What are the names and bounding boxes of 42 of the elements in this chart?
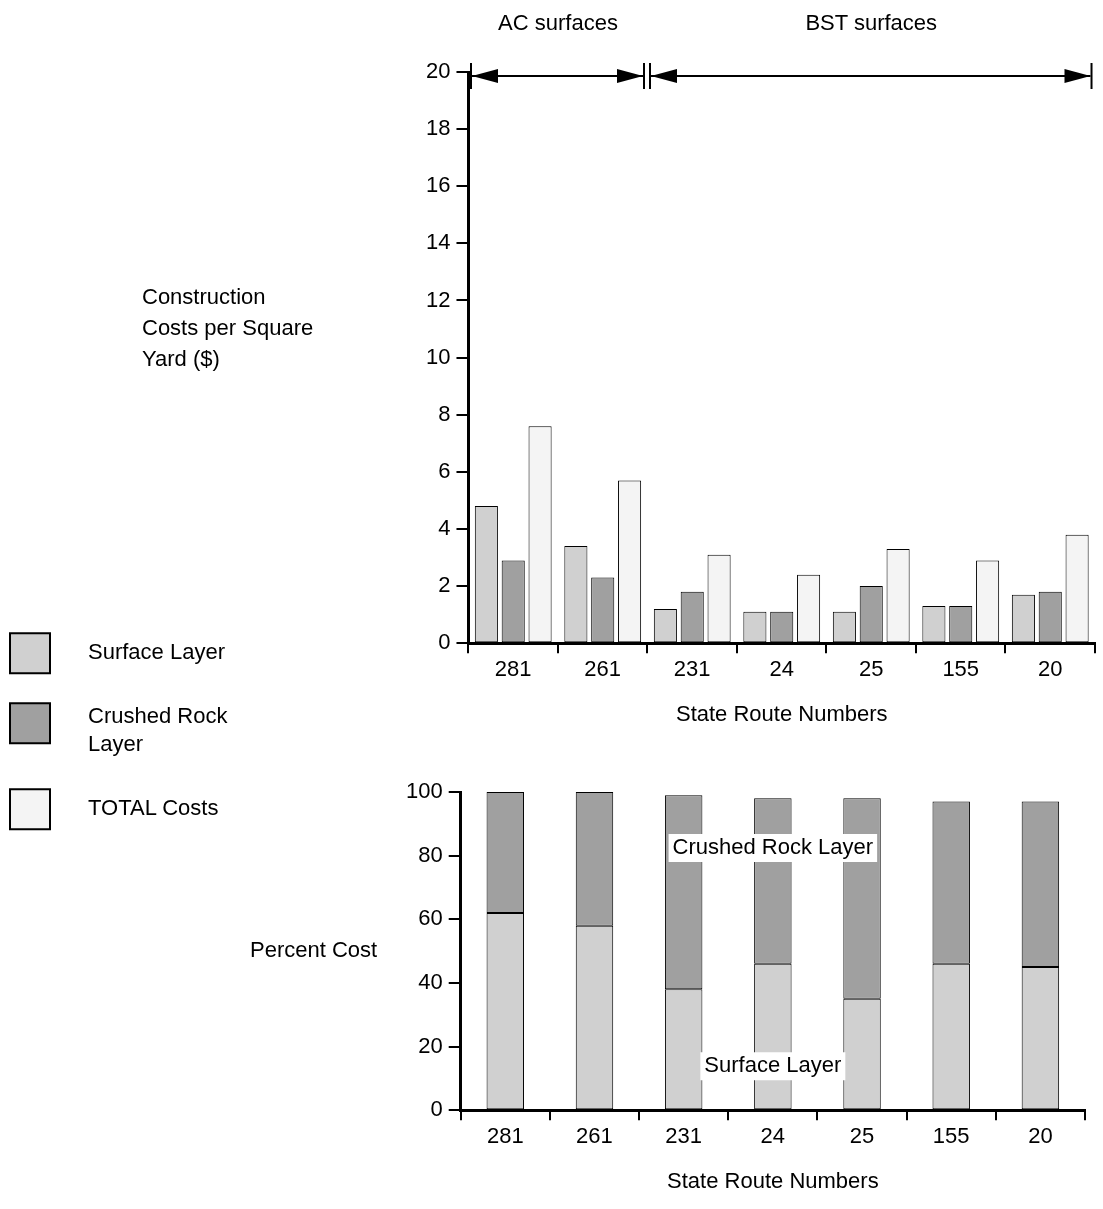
y-tick-label: 20 xyxy=(418,1032,443,1058)
text: AC surfaces xyxy=(498,10,618,36)
x-tick-label: 231 xyxy=(673,656,711,682)
y-tick-label: 2 xyxy=(438,572,451,598)
x-axis-title: State Route Numbers xyxy=(667,1167,879,1193)
legend-label: TOTAL Costs xyxy=(88,795,219,821)
x-axis-title: State Route Numbers xyxy=(675,700,888,726)
y-tick-label: 40 xyxy=(418,968,443,994)
y-axis-title: Construction Costs per Square Yard ($) xyxy=(142,284,314,372)
x-tick-label: 155 xyxy=(942,656,980,682)
series-label: Crushed Rock Layer xyxy=(672,834,874,860)
y-tick-label: 80 xyxy=(418,841,443,867)
x-tick-label: 24 xyxy=(760,1123,786,1149)
x-tick-label: 155 xyxy=(932,1123,970,1149)
x-tick-label: 20 xyxy=(1038,656,1063,682)
x-tick-label: 281 xyxy=(494,656,532,682)
x-tick-label: 231 xyxy=(665,1123,703,1149)
x-tick-label: 261 xyxy=(584,656,622,682)
y-tick-label: 8 xyxy=(438,400,451,426)
y-tick-label: 16 xyxy=(425,172,451,198)
legend-label: Surface Layer xyxy=(88,639,225,665)
x-tick-label: 25 xyxy=(859,656,884,682)
text: BST surfaces xyxy=(805,10,938,36)
series-label: Surface Layer xyxy=(704,1052,842,1078)
x-tick-label: 281 xyxy=(486,1123,524,1149)
y-tick-label: 60 xyxy=(418,905,443,931)
y-tick-label: 12 xyxy=(425,286,451,312)
x-tick-label: 20 xyxy=(1028,1123,1053,1149)
y-tick-label: 100 xyxy=(405,778,443,804)
y-axis-title: Percent Cost xyxy=(250,937,378,963)
y-tick-label: 20 xyxy=(425,58,451,84)
y-tick-label: 0 xyxy=(430,1096,443,1122)
x-tick-label: 25 xyxy=(849,1123,875,1149)
x-tick-label: 261 xyxy=(576,1123,613,1149)
y-tick-label: 4 xyxy=(438,515,451,541)
y-tick-label: 0 xyxy=(438,629,451,655)
x-tick-label: 24 xyxy=(769,656,794,682)
y-tick-label: 6 xyxy=(438,457,451,483)
y-tick-label: 18 xyxy=(425,115,451,141)
y-tick-label: 14 xyxy=(425,229,451,255)
y-tick-label: 10 xyxy=(425,343,451,369)
legend-label: Crushed Rock Layer xyxy=(88,703,229,757)
